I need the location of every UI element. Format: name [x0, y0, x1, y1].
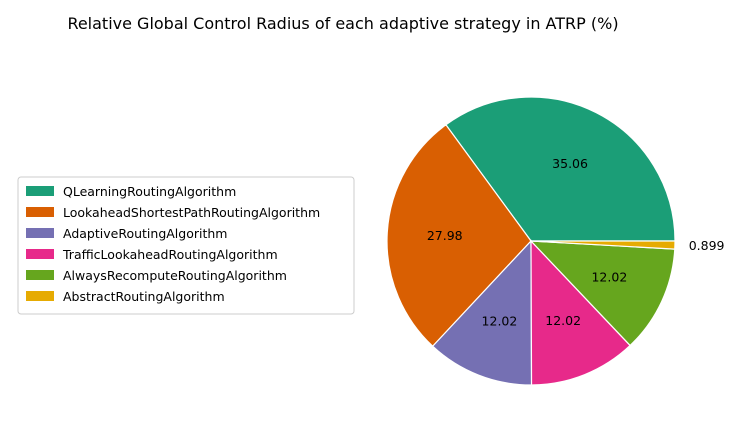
pie-slice-4 [529, 240, 676, 347]
slice-value-label-2: 12.02 [482, 313, 518, 328]
legend-label-0: QLearningRoutingAlgorithm [63, 184, 236, 199]
chart-title: Relative Global Control Radius of each a… [67, 14, 618, 33]
pie-slice-3 [530, 239, 631, 386]
legend-swatch-3 [26, 249, 54, 259]
legend-label-4: AlwaysRecomputeRoutingAlgorithm [63, 268, 287, 283]
legend-swatch-4 [26, 270, 54, 280]
slice-value-label-0: 35.06 [552, 156, 588, 171]
slice-value-label-5: 0.899 [689, 238, 725, 253]
legend-swatch-2 [26, 228, 54, 238]
pie-slice-5 [530, 240, 676, 250]
legend-swatch-5 [26, 291, 54, 301]
legend-frame [17, 176, 355, 315]
legend-label-1: LookaheadShortestPathRoutingAlgorithm [63, 205, 320, 220]
pie-slice-0 [445, 96, 676, 242]
legend: QLearningRoutingAlgorithm LookaheadShorte… [17, 176, 355, 315]
legend-swatch-0 [26, 186, 54, 196]
slice-labels: 35.06 27.98 12.02 12.02 12.02 0.899 [427, 156, 725, 328]
legend-swatch-1 [26, 207, 54, 217]
slice-value-label-3: 12.02 [545, 313, 581, 328]
pie-slice-1 [386, 123, 532, 348]
legend-label-2: AdaptiveRoutingAlgorithm [63, 226, 227, 241]
slice-value-label-1: 27.98 [427, 228, 463, 243]
pie-slice-2 [431, 239, 533, 386]
pie-slices [386, 96, 676, 386]
slice-value-label-4: 12.02 [591, 269, 627, 284]
legend-label-3: TrafficLookaheadRoutingAlgorithm [62, 247, 278, 262]
legend-label-5: AbstractRoutingAlgorithm [63, 289, 225, 304]
